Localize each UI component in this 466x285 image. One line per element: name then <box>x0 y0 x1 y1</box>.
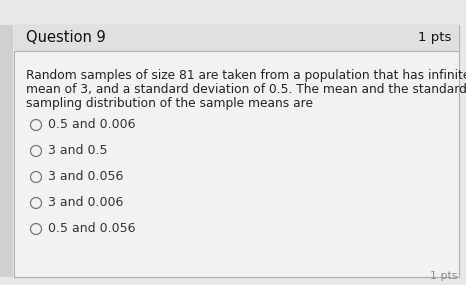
Text: 1 pts: 1 pts <box>418 32 451 44</box>
Text: 3 and 0.056: 3 and 0.056 <box>48 170 123 184</box>
FancyBboxPatch shape <box>14 25 459 277</box>
Circle shape <box>30 172 41 182</box>
Text: 0.5 and 0.056: 0.5 and 0.056 <box>48 223 135 235</box>
Text: Random samples of size 81 are taken from a population that has infinite elements: Random samples of size 81 are taken from… <box>26 69 466 82</box>
Text: sampling distribution of the sample means are: sampling distribution of the sample mean… <box>26 97 313 110</box>
Circle shape <box>30 119 41 131</box>
Text: 0.5 and 0.006: 0.5 and 0.006 <box>48 119 135 131</box>
Circle shape <box>30 223 41 235</box>
Text: mean of 3, and a standard deviation of 0.5. The mean and the standard deviation : mean of 3, and a standard deviation of 0… <box>26 83 466 96</box>
Text: Question 9: Question 9 <box>26 30 106 46</box>
Circle shape <box>30 198 41 209</box>
FancyBboxPatch shape <box>14 25 459 51</box>
Text: 3 and 0.5: 3 and 0.5 <box>48 144 107 158</box>
Text: 3 and 0.006: 3 and 0.006 <box>48 196 123 209</box>
Circle shape <box>30 146 41 156</box>
Text: 1 pts: 1 pts <box>431 271 458 281</box>
FancyBboxPatch shape <box>0 25 13 277</box>
